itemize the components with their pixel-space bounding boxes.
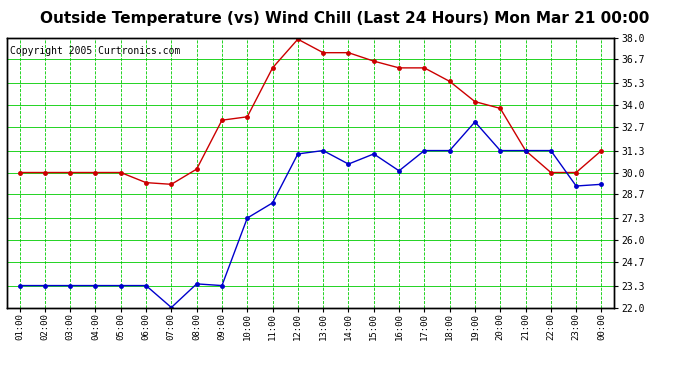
Text: Copyright 2005 Curtronics.com: Copyright 2005 Curtronics.com — [10, 46, 180, 56]
Text: Outside Temperature (vs) Wind Chill (Last 24 Hours) Mon Mar 21 00:00: Outside Temperature (vs) Wind Chill (Las… — [40, 11, 650, 26]
